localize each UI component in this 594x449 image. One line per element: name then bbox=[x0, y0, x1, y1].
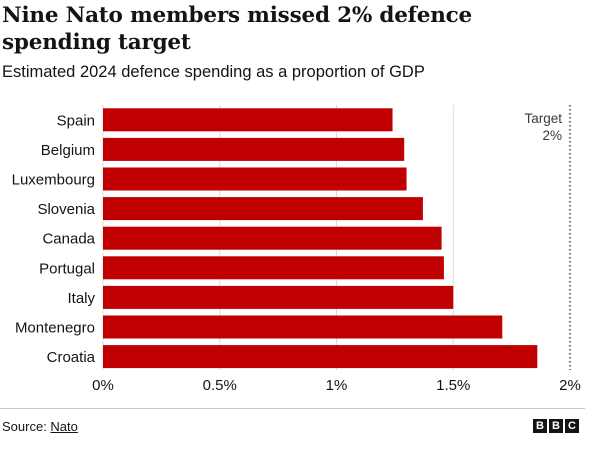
category-label-italy: Italy bbox=[67, 290, 95, 307]
bar-belgium bbox=[103, 137, 405, 161]
target-annotation-line1: Target bbox=[524, 111, 562, 126]
category-label-luxembourg: Luxembourg bbox=[12, 172, 95, 189]
bbc-logo-letter-3: C bbox=[565, 419, 579, 433]
target-annotation-line2: 2% bbox=[542, 128, 562, 143]
category-label-croatia: Croatia bbox=[47, 349, 96, 366]
bar-chart: Spain Belgium Luxembourg Slovenia Canada Port… bbox=[12, 105, 581, 394]
category-label-canada: Canada bbox=[42, 231, 95, 248]
bbc-logo: B B C bbox=[533, 419, 579, 433]
bar-montenegro bbox=[103, 315, 503, 339]
chart-title: Nine Nato members missed 2% defence spen… bbox=[2, 3, 472, 55]
bar-spain bbox=[103, 108, 393, 132]
bar-slovenia bbox=[103, 197, 423, 221]
category-label-slovenia: Slovenia bbox=[37, 201, 95, 218]
bar-portugal bbox=[103, 256, 444, 280]
x-tick-label-4: 2% bbox=[559, 377, 581, 394]
category-label-spain: Spain bbox=[57, 112, 95, 129]
category-label-belgium: Belgium bbox=[41, 142, 95, 159]
category-label-montenegro: Montenegro bbox=[15, 320, 95, 337]
footer-divider bbox=[0, 408, 585, 409]
category-label-portugal: Portugal bbox=[39, 260, 95, 277]
bbc-logo-letter-1: B bbox=[533, 419, 547, 433]
source-label: Source: bbox=[2, 419, 51, 434]
x-tick-label-2: 1% bbox=[326, 377, 348, 394]
bar-croatia bbox=[103, 345, 538, 369]
source-note: Source: Nato bbox=[2, 419, 78, 434]
chart-subtitle: Estimated 2024 defence spending as a pro… bbox=[2, 63, 425, 81]
bbc-logo-letter-2: B bbox=[549, 419, 563, 433]
bar-canada bbox=[103, 226, 442, 250]
bar-luxembourg bbox=[103, 167, 407, 191]
source-link[interactable]: Nato bbox=[50, 419, 78, 434]
x-tick-label-1: 0.5% bbox=[203, 377, 237, 394]
x-tick-label-3: 1.5% bbox=[436, 377, 470, 394]
bar-italy bbox=[103, 285, 454, 309]
x-tick-label-0: 0% bbox=[92, 377, 114, 394]
